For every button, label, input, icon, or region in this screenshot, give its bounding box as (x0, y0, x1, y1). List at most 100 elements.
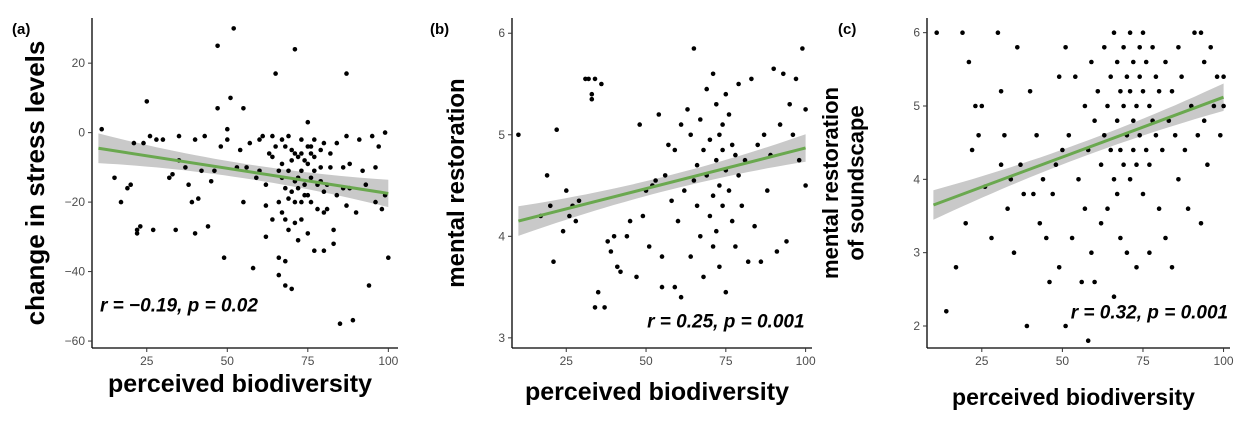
scatter-point (1044, 235, 1049, 241)
scatter-point (1050, 191, 1055, 197)
panel-b: 25 50 75 100 3 4 5 6 (b) perceived biodiversity me… (430, 18, 816, 406)
scatter-point (1208, 45, 1213, 50)
scatter-point (934, 30, 939, 35)
scatter-point (1163, 59, 1168, 65)
scatter-point (279, 137, 285, 142)
scatter-point (1179, 74, 1184, 79)
y-axis-title: mental restorationof soundscape (818, 87, 868, 279)
scatter-point (707, 137, 713, 143)
scatter-point (308, 144, 314, 149)
scatter-point (150, 227, 156, 233)
scatter-point (302, 192, 307, 198)
scatter-point (173, 227, 178, 233)
scatter-point (312, 168, 317, 174)
scatter-point (1056, 265, 1062, 270)
scatter-point (1063, 323, 1068, 329)
scatter-point (312, 154, 317, 160)
scatter-point (710, 193, 716, 198)
scatter-point (1118, 89, 1123, 94)
scatter-point (771, 66, 776, 72)
x-axis-title: perceived biodiversity (108, 370, 372, 398)
scatter-point (144, 99, 150, 104)
scatter-point (289, 147, 295, 153)
x-axis-title: perceived biodiversity (952, 384, 1195, 410)
scatter-point (192, 137, 198, 142)
scatter-point (720, 122, 725, 127)
scatter-point (1102, 133, 1107, 138)
scatter-point (286, 133, 291, 139)
scatter-point (337, 321, 343, 327)
scatter-point (1140, 191, 1146, 197)
scatter-point (1092, 118, 1097, 123)
scatter-point (1131, 59, 1136, 65)
scatter-point (1108, 74, 1113, 79)
scatter-point (318, 165, 324, 170)
scatter-point (749, 76, 754, 82)
scatter-point (1066, 133, 1072, 138)
scatter-point (678, 294, 684, 300)
panel-c: 25 50 75 100 2 3 4 5 6 (c) perceived biodiversity m… (818, 18, 1234, 410)
scatter-point (666, 142, 671, 148)
scatter-point (360, 168, 365, 174)
y-tick-label: 2 (913, 319, 920, 333)
scatter-point (564, 188, 569, 193)
scatter-point (196, 196, 201, 201)
scatter-point (276, 255, 282, 260)
scatter-point (1131, 147, 1136, 153)
scatter-point (800, 46, 805, 51)
scatter-point (682, 188, 687, 193)
scatter-point (659, 284, 665, 290)
scatter-point (960, 30, 965, 35)
scatter-point (995, 30, 1001, 35)
panel-label: (a) (12, 21, 30, 38)
scatter-point (1156, 89, 1162, 94)
correlation-annotation: r = −0.19, p = 0.02 (100, 296, 258, 317)
scatter-point (1073, 74, 1078, 79)
scatter-point (305, 144, 311, 149)
scatter-point (717, 264, 722, 270)
scatter-point (979, 103, 985, 109)
scatter-point (1124, 74, 1130, 79)
scatter-point (969, 147, 975, 153)
scatter-point (276, 199, 282, 205)
scatter-point (1095, 89, 1101, 94)
scatter-point (186, 182, 191, 187)
scatter-point (1105, 103, 1110, 109)
regression-line (98, 146, 389, 195)
scatter-point (302, 182, 307, 187)
scatter-point (344, 203, 349, 208)
scatter-point (742, 157, 748, 163)
scatter-point (1082, 103, 1088, 109)
scatter-point (1192, 30, 1197, 35)
scatter-point (170, 172, 175, 177)
correlation-annotation: r = 0.32, p = 0.001 (1071, 303, 1228, 324)
scatter-point (729, 218, 735, 224)
scatter-point (215, 43, 220, 49)
scatter-point (1218, 133, 1223, 138)
scatter-point (707, 213, 713, 219)
scatter-point (736, 81, 741, 87)
scatter-point (263, 203, 269, 208)
scatter-point (733, 152, 738, 158)
scatter-point (656, 112, 662, 117)
scatter-point (1134, 162, 1139, 167)
scatter-point (723, 91, 729, 97)
scatter-point (1156, 206, 1162, 211)
scatter-point (299, 217, 304, 222)
scatter-point (334, 192, 340, 198)
x-tick-label: 100 (1214, 354, 1234, 368)
scatter-point (128, 182, 133, 187)
scatter-point (787, 102, 792, 107)
scatter-point (167, 175, 172, 181)
scatter-point (953, 265, 959, 270)
y-tick-label: 6 (498, 26, 505, 40)
scatter-point (279, 210, 285, 215)
x-tick-label: 25 (140, 354, 154, 368)
scatter-point (263, 182, 269, 187)
scatter-point (573, 218, 579, 224)
scatter-point (1140, 30, 1146, 35)
scatter-point (678, 122, 684, 127)
scatter-point (270, 133, 275, 139)
scatter-point (608, 249, 614, 254)
y-tick-label: 0 (78, 126, 85, 140)
